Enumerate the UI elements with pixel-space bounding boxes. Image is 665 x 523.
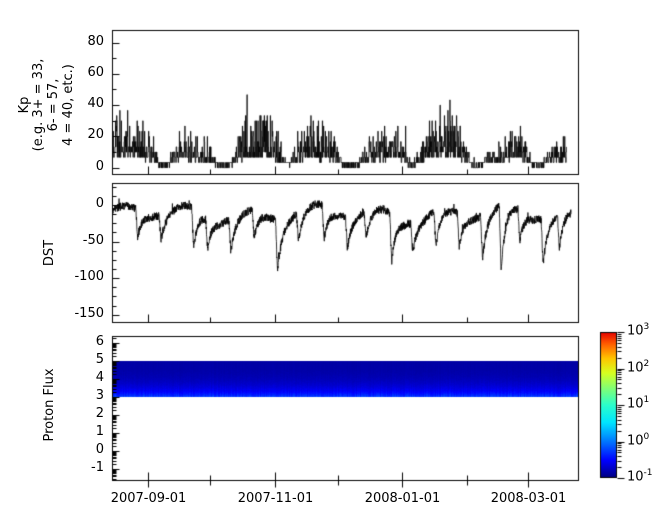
proton-flux-axis-label: Proton Flux bbox=[41, 368, 57, 442]
colorbar-tick-label: 103 bbox=[627, 321, 650, 338]
flux-y-tick-label: 6 bbox=[95, 334, 104, 349]
dst-y-tick-label: 0 bbox=[95, 196, 104, 211]
flux-y-tick-label: -1 bbox=[91, 460, 104, 475]
x-axis-tick-label: 2008-01-01 bbox=[364, 491, 441, 506]
x-axis-tick-label: 2008-03-01 bbox=[490, 491, 567, 506]
x-axis-tick-label: 2007-11-01 bbox=[237, 491, 314, 506]
dst-axis-label: DST bbox=[41, 239, 57, 267]
flux-y-tick-label: 2 bbox=[95, 406, 104, 421]
dst-y-tick-label: -100 bbox=[74, 269, 104, 284]
dst-y-tick-label: -150 bbox=[74, 306, 104, 321]
flux-y-tick-label: 0 bbox=[95, 442, 104, 457]
flux-y-tick-label: 3 bbox=[95, 388, 104, 403]
kp-y-tick-label: 80 bbox=[87, 34, 104, 49]
kp-y-tick-label: 60 bbox=[87, 65, 104, 80]
dst-y-tick-label: -50 bbox=[82, 233, 104, 248]
kp-axis-label: Kp (e.g. 3+ = 33, 6- = 57, 4 = 40, etc.) bbox=[16, 58, 76, 152]
kp-y-tick-label: 40 bbox=[87, 96, 104, 111]
colorbar-tick-label: 101 bbox=[627, 394, 650, 411]
flux-y-tick-label: 5 bbox=[95, 352, 104, 367]
kp-y-tick-label: 20 bbox=[87, 127, 104, 142]
colorbar-tick-label: 100 bbox=[627, 431, 650, 448]
flux-y-tick-label: 4 bbox=[95, 370, 104, 385]
kp-y-tick-label: 0 bbox=[95, 159, 104, 174]
x-axis-tick-label: 2007-09-01 bbox=[110, 491, 187, 506]
colorbar-tick-label: 102 bbox=[627, 358, 650, 375]
colorbar-tick-label: 10-1 bbox=[627, 467, 653, 484]
flux-y-tick-label: 1 bbox=[95, 424, 104, 439]
